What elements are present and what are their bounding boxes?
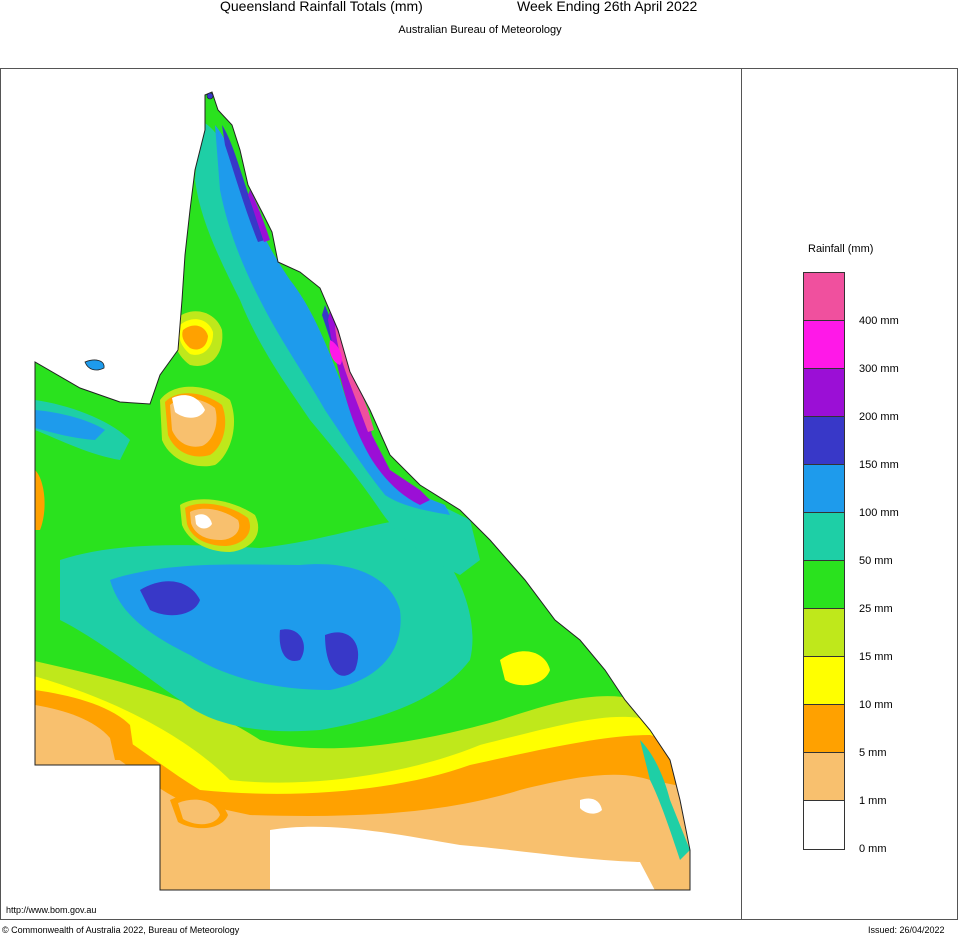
rainfall-contours xyxy=(35,92,690,890)
legend-label: 0 mm xyxy=(859,843,887,855)
legend-swatch xyxy=(804,417,844,465)
legend-title: Rainfall (mm) xyxy=(808,243,874,255)
legend-label: 100 mm xyxy=(859,507,899,519)
legend-label: 200 mm xyxy=(859,411,899,423)
title-left: Queensland Rainfall Totals (mm) xyxy=(220,0,423,14)
rainfall-map xyxy=(34,91,691,891)
legend-swatch xyxy=(804,465,844,513)
legend-swatch xyxy=(804,561,844,609)
title-right: Week Ending 26th April 2022 xyxy=(517,0,698,14)
legend-label: 5 mm xyxy=(859,747,887,759)
legend-label: 10 mm xyxy=(859,699,893,711)
legend-label: 400 mm xyxy=(859,315,899,327)
legend-label: 1 mm xyxy=(859,795,887,807)
legend-swatch xyxy=(804,273,844,321)
legend-swatch xyxy=(804,657,844,705)
subtitle: Australian Bureau of Meteorology xyxy=(398,24,562,36)
legend-label: 25 mm xyxy=(859,603,893,615)
legend-swatch xyxy=(804,753,844,801)
footer-url[interactable]: http://www.bom.gov.au xyxy=(6,905,97,915)
footer-issued: Issued: 26/04/2022 xyxy=(868,925,945,935)
map-frame xyxy=(0,68,958,920)
legend-swatch xyxy=(804,513,844,561)
legend-swatch xyxy=(804,609,844,657)
legend-label: 300 mm xyxy=(859,363,899,375)
legend-swatch xyxy=(804,369,844,417)
legend-label: 150 mm xyxy=(859,459,899,471)
footer-copyright: © Commonwealth of Australia 2022, Bureau… xyxy=(2,925,240,935)
legend-swatch xyxy=(804,705,844,753)
legend-label: 15 mm xyxy=(859,651,893,663)
frame-divider xyxy=(741,68,742,920)
rainfall-legend xyxy=(803,272,845,850)
map-title: Queensland Rainfall Totals (mm) Week End… xyxy=(0,0,960,20)
legend-swatch xyxy=(804,321,844,369)
legend-swatch xyxy=(804,801,844,849)
legend-label: 50 mm xyxy=(859,555,893,567)
